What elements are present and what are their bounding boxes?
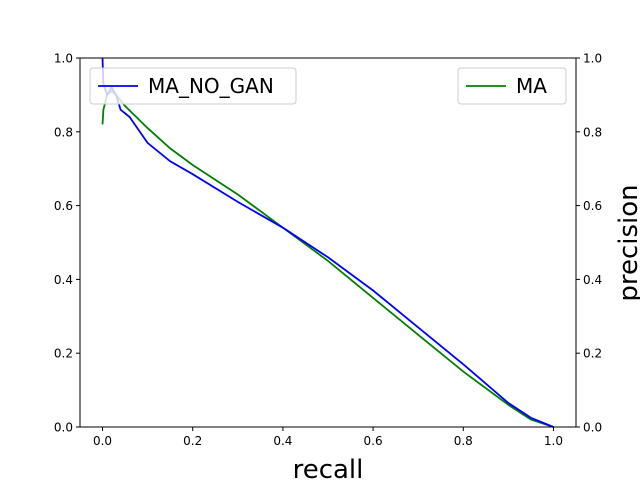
x-axis-label: recall (293, 455, 364, 480)
x-tick-label: 0.2 (183, 434, 202, 448)
x-tick-label: 0.4 (273, 434, 292, 448)
y-tick-label-left: 1.0 (54, 52, 73, 66)
series-line-ma (101, 90, 554, 428)
series-line-ma-no-gan (101, 57, 554, 428)
y-tick-label-left: 0.4 (54, 273, 73, 287)
y-tick-label-right: 0.2 (583, 347, 602, 361)
y-tick-label-left: 0.6 (54, 199, 73, 213)
x-tick-label: 0.6 (364, 434, 383, 448)
legend-box (457, 67, 567, 105)
x-tick-label: 1.0 (544, 434, 563, 448)
y-axis-label: precision (614, 184, 640, 301)
legend-label: MA_NO_GAN (148, 74, 274, 98)
legend-ma-no-gan: MA_NO_GAN (89, 67, 297, 105)
y-tick-label-right: 0.8 (583, 125, 602, 139)
y-tick-label-left: 0.2 (54, 347, 73, 361)
y-tick-label-left: 0.8 (54, 125, 73, 139)
legend-box (89, 67, 297, 105)
plot-frame (79, 57, 577, 428)
y-tick-label-right: 0.0 (583, 421, 602, 435)
legend-ma: MA (457, 67, 567, 105)
x-tick-label: 0.0 (93, 434, 112, 448)
y-tick-label-right: 0.4 (583, 273, 602, 287)
x-tick-label: 0.8 (454, 434, 473, 448)
y-tick-label-left: 0.0 (54, 421, 73, 435)
legend-label: MA (516, 74, 547, 98)
y-tick-label-right: 1.0 (583, 52, 602, 66)
y-tick-label-right: 0.6 (583, 199, 602, 213)
